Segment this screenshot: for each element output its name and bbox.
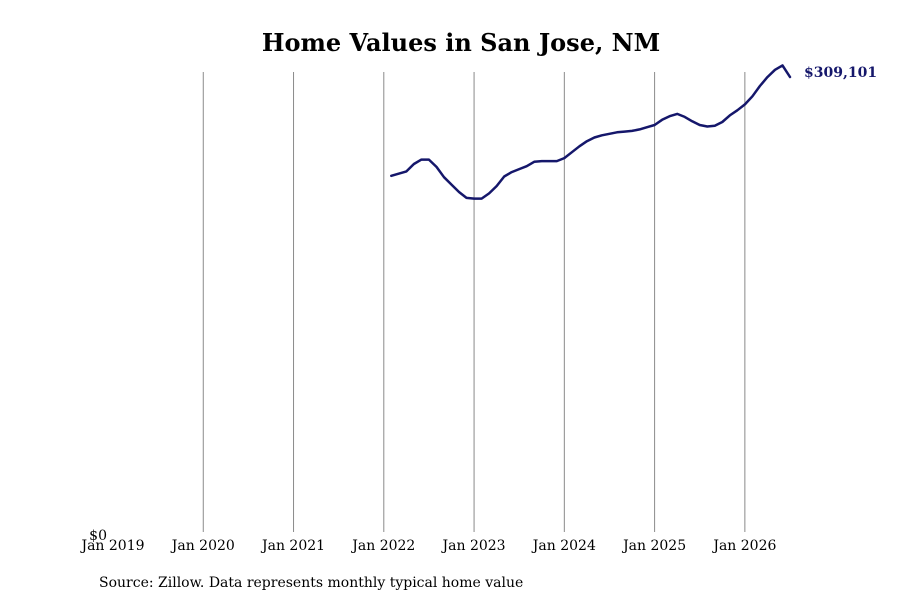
y-tick-label: $0	[89, 528, 107, 544]
x-tick-label: Jan 2026	[711, 538, 776, 554]
series-layer: $309,101	[390, 64, 877, 200]
x-tick-label: Jan 2024	[531, 538, 596, 554]
x-tick-label: Jan 2025	[621, 538, 686, 554]
x-tick-label: Jan 2021	[260, 538, 325, 554]
x-axis-ticks: Jan 2019 Jan 2020 Jan 2021 Jan 2022 Jan 2023…	[79, 538, 776, 554]
gridlines	[202, 72, 746, 532]
x-tick-label: Jan 2023	[441, 538, 506, 554]
source-note: Source: Zillow. Data represents monthly …	[99, 575, 523, 591]
chart-title: Home Values in San Jose, NM	[262, 28, 660, 57]
x-tick-label: Jan 2020	[170, 538, 235, 554]
x-tick-label: Jan 2019	[79, 538, 144, 554]
series-line	[390, 64, 792, 200]
end-value-label: $309,101	[804, 65, 877, 81]
x-tick-label: Jan 2022	[350, 538, 415, 554]
y-axis-ticks: $0	[89, 528, 107, 544]
